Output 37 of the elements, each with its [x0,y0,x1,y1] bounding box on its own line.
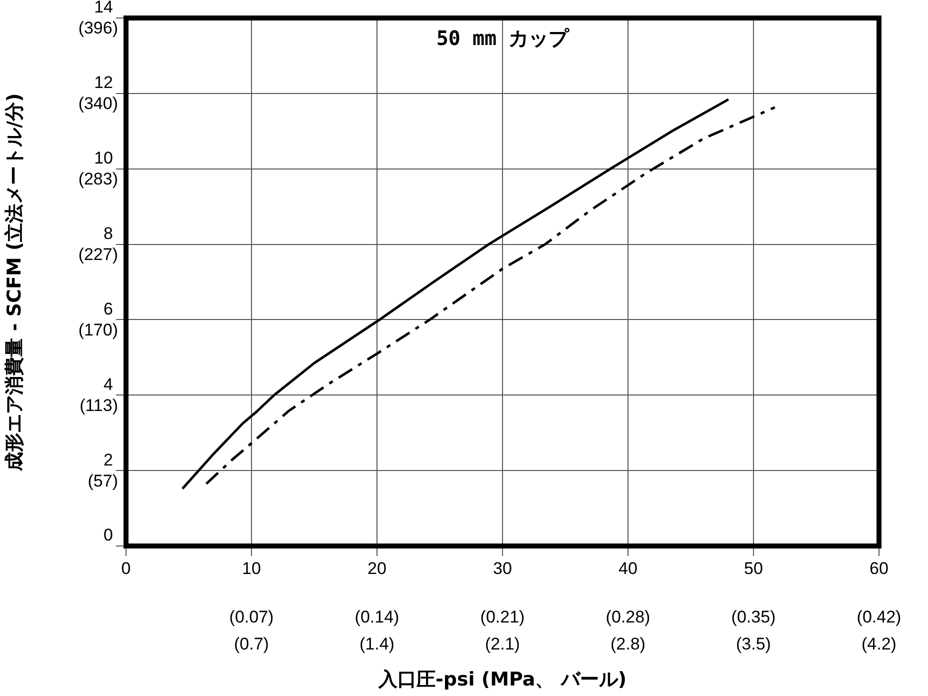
y-tick-label: 2 [104,450,113,470]
y2-tick-label: (227) [78,244,118,264]
y2-tick-label: (396) [78,18,118,38]
x2-tick-label: (0.14) [354,608,400,627]
text: (3.5) [736,634,771,654]
y2-tick-label: (340) [78,94,118,114]
x-tick-label: 0 [121,558,131,578]
y2-tick-label: (113) [80,396,118,415]
y2-axis-title: 成形エア消費量 - SCFM (立法メートル/分) [3,93,26,472]
text: 50 mm カップ [436,26,570,50]
x-axis-title: 入口圧-psi (MPa、 バール) [377,668,627,691]
y-tick-label: 4 [104,374,113,394]
y-tick-label: 14 [94,0,113,17]
x2-tick-label: (0.21) [480,608,525,627]
x-tick-label: 20 [368,558,386,578]
y-tick-label: 10 [94,148,113,168]
text: (2.8) [610,634,646,654]
text: (1.4) [360,634,394,654]
x2-tick-label: (0.42) [856,608,902,627]
y2-tick-label: (283) [78,170,118,189]
y2-tick-label: (170) [78,320,118,340]
text: (0.7) [234,634,269,654]
y-tick-label: 0 [104,526,113,545]
y-tick-label: 6 [104,299,113,318]
y2-tick-label: (57) [88,471,118,490]
text: (2.1) [485,634,520,654]
y-tick-label: 8 [104,224,113,243]
x2-tick-label: (0.07) [229,608,274,627]
x-tick-label: 40 [618,558,638,578]
x2-tick-label: (0.35) [731,608,776,627]
x-tick-label: 30 [493,558,512,578]
x-tick-label: 50 [744,558,763,578]
x2-tick-label: (0.28) [606,608,650,627]
x-tick-label: 10 [242,558,261,578]
y-tick-label: 12 [94,73,113,92]
x-tick-label: 60 [870,558,888,578]
text: (4.2) [862,634,896,654]
